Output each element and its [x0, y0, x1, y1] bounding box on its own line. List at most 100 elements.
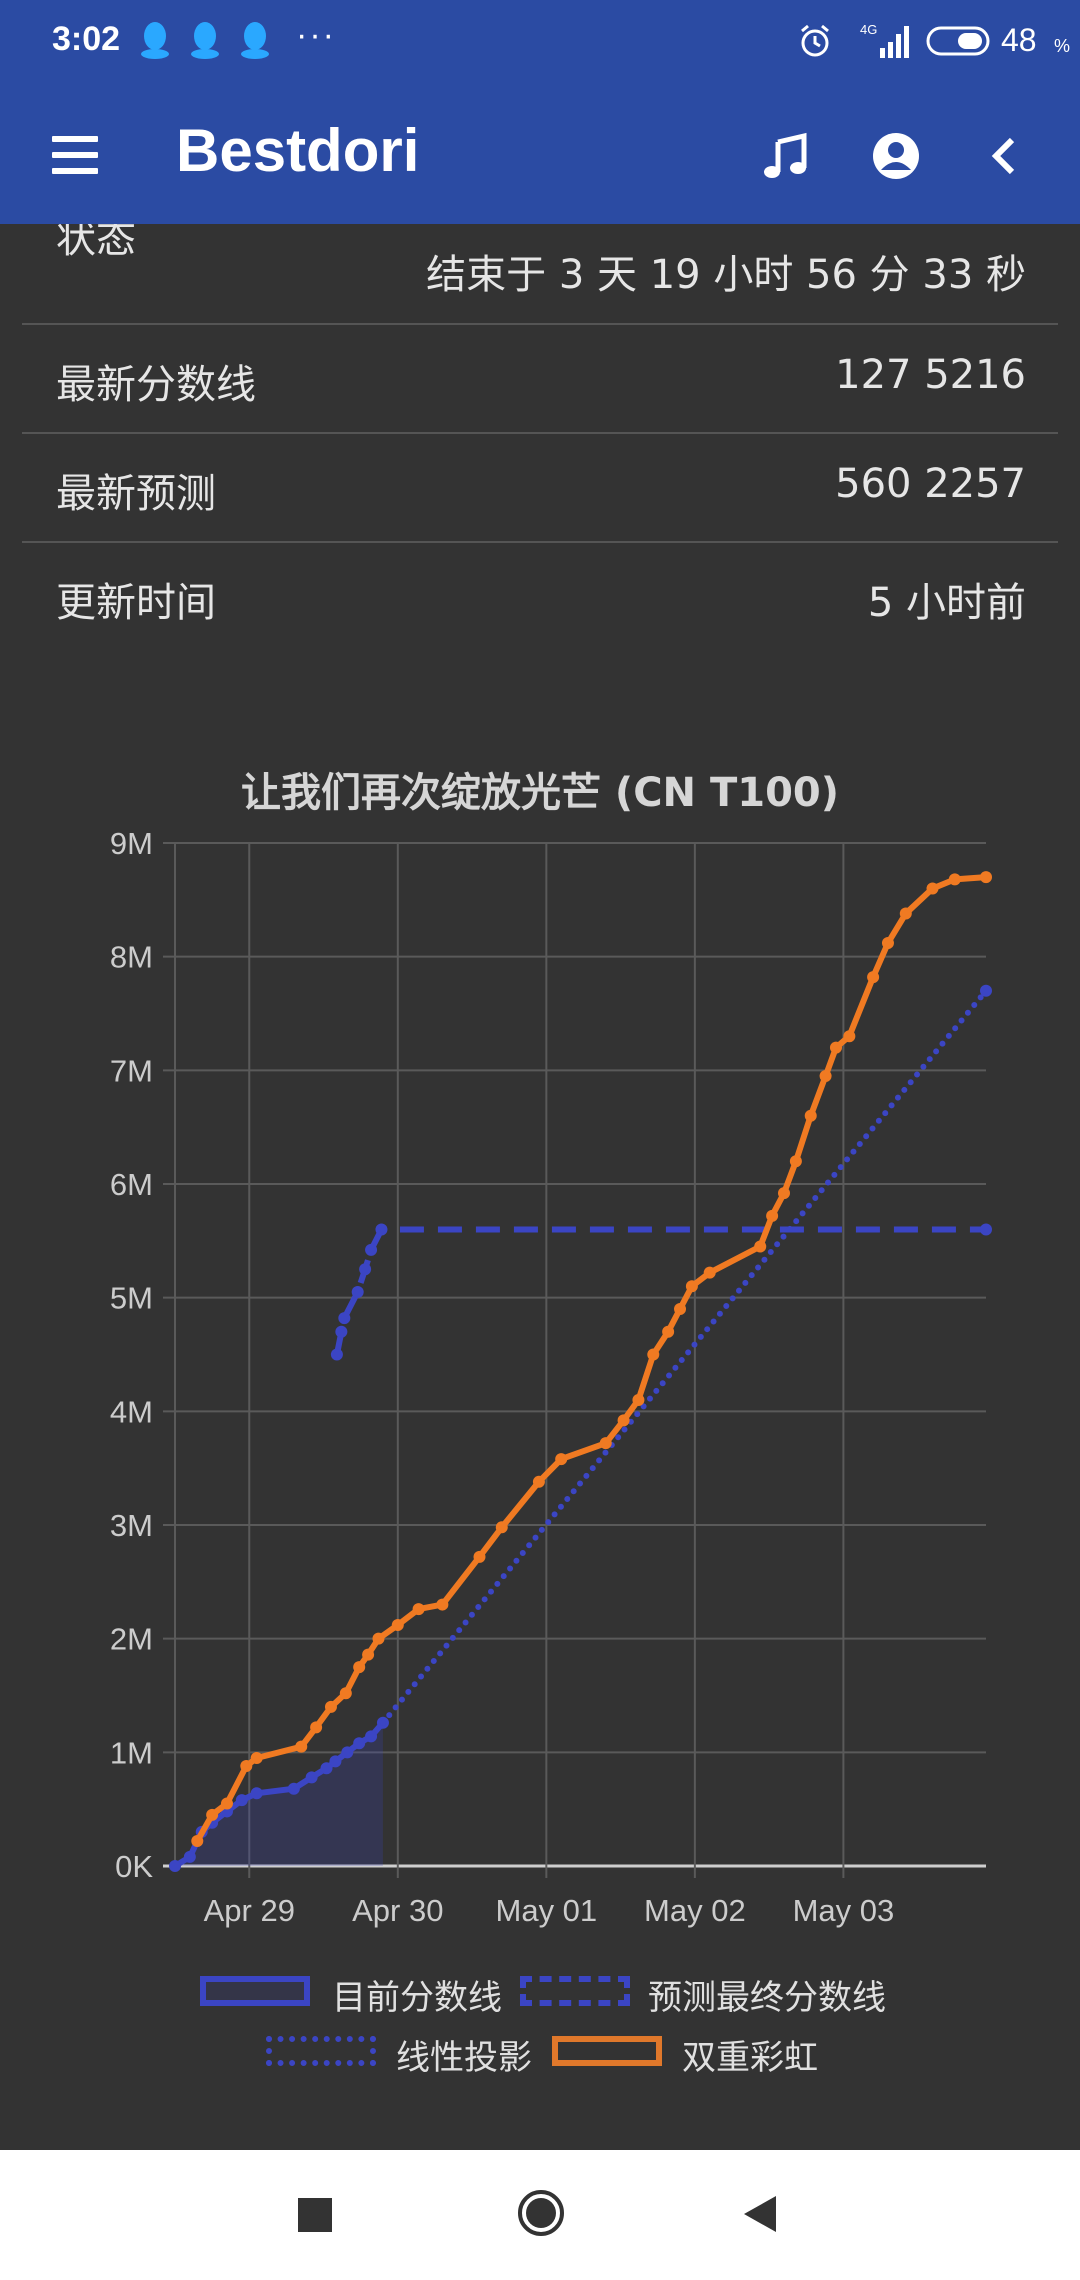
- data-point: [632, 1393, 645, 1406]
- data-point: [206, 1808, 219, 1821]
- back-button[interactable]: [742, 2194, 778, 2234]
- series-line: [194, 874, 989, 1844]
- y-tick-label: 3M: [110, 1508, 153, 1543]
- data-point: [320, 1762, 333, 1775]
- data-point: [980, 984, 992, 997]
- legend-predicted-final[interactable]: 预测最终分数线: [520, 1970, 886, 2018]
- menu-button[interactable]: [52, 136, 98, 174]
- data-point: [495, 1521, 508, 1534]
- data-point: [305, 1771, 318, 1784]
- data-point: [375, 1223, 388, 1236]
- latest-prediction-label: 最新预测: [56, 471, 216, 517]
- data-point: [819, 1070, 832, 1083]
- more-notifications-icon: ···: [296, 16, 336, 54]
- data-point: [617, 1414, 630, 1427]
- cutoff-chart[interactable]: 0K 1M 2M 3M 4M 5M 6M 7M 8M 9M Apr 29 Apr 30 May 01 Ma…: [0, 800, 1080, 1940]
- x-tick-label: Apr 30: [352, 1893, 443, 1928]
- legend-current-cutoff[interactable]: 目前分数线: [200, 1970, 502, 2018]
- legend-swatch: [552, 2036, 662, 2066]
- data-point: [324, 1700, 337, 1713]
- data-point: [351, 1285, 364, 1298]
- latest-prediction-value: 560 2257: [835, 461, 1026, 507]
- legend-swatch: [520, 1976, 630, 2006]
- data-point: [183, 1850, 196, 1863]
- data-point: [250, 1752, 263, 1765]
- data-point: [169, 1860, 181, 1872]
- legend-double-rainbow[interactable]: 双重彩虹: [552, 2030, 818, 2078]
- navigation-bar: [0, 2150, 1080, 2280]
- data-point: [391, 1619, 404, 1632]
- y-tick-label: 5M: [110, 1281, 153, 1316]
- qq-notification-icon: [141, 22, 169, 59]
- svg-text:4G: 4G: [860, 22, 877, 37]
- y-tick-label: 9M: [110, 826, 153, 861]
- data-point: [341, 1746, 354, 1759]
- data-point: [881, 937, 894, 950]
- series-fill-area: [175, 1722, 383, 1866]
- legend-label: 双重彩虹: [682, 2038, 818, 2078]
- legend-swatch: [266, 2036, 376, 2066]
- account-icon[interactable]: [870, 130, 922, 182]
- data-point: [599, 1437, 612, 1450]
- latest-cutoff-value: 127 5216: [835, 352, 1026, 398]
- y-tick-label: 0K: [115, 1849, 153, 1884]
- y-tick-label: 1M: [110, 1735, 153, 1770]
- legend-label: 预测最终分数线: [648, 1978, 886, 2018]
- x-tick-label: May 01: [496, 1893, 598, 1928]
- music-icon[interactable]: [760, 130, 812, 182]
- app-bar: Bestdori: [0, 86, 1080, 224]
- data-point: [555, 1453, 568, 1466]
- data-point: [330, 1348, 343, 1361]
- data-point: [287, 1782, 300, 1795]
- data-point: [235, 1794, 248, 1807]
- data-point: [329, 1755, 342, 1768]
- battery-icon: [926, 26, 990, 56]
- status-label: 状态: [56, 216, 136, 262]
- home-button[interactable]: [516, 2188, 566, 2238]
- series-line: [333, 1226, 986, 1356]
- y-tick-label: 8M: [110, 940, 153, 975]
- divider: [22, 432, 1058, 434]
- data-point: [310, 1721, 323, 1734]
- x-tick-label: Apr 29: [204, 1893, 295, 1928]
- data-point: [335, 1325, 348, 1338]
- latest-cutoff-label: 最新分数线: [56, 362, 256, 408]
- legend-swatch: [200, 1976, 310, 2006]
- data-point: [948, 873, 961, 886]
- status-bar: 3:02 ··· 4G 48 %: [0, 0, 1080, 86]
- app-title: Bestdori: [176, 117, 420, 184]
- data-point: [662, 1325, 675, 1338]
- update-time-value: 5 小时前: [867, 580, 1026, 626]
- chart-title: 让我们再次绽放光芒 (CN T100): [240, 770, 840, 816]
- data-point: [926, 882, 939, 895]
- data-point: [685, 1280, 698, 1293]
- data-point: [436, 1598, 449, 1611]
- status-time: 3:02: [52, 20, 121, 58]
- data-point: [789, 1155, 802, 1168]
- recents-button[interactable]: [298, 2198, 332, 2232]
- data-point: [532, 1475, 545, 1488]
- data-point: [362, 1648, 375, 1661]
- legend-label: 线性投影: [396, 2038, 532, 2078]
- data-point: [703, 1266, 716, 1279]
- battery-unit: %: [1054, 36, 1071, 56]
- data-point: [359, 1263, 372, 1276]
- data-point: [674, 1303, 687, 1316]
- y-tick-label: 7M: [110, 1053, 153, 1088]
- battery-level: 48: [1001, 22, 1037, 58]
- data-point: [829, 1041, 842, 1054]
- update-time-label: 更新时间: [56, 580, 216, 626]
- data-point: [980, 1223, 992, 1236]
- y-tick-label: 2M: [110, 1622, 153, 1657]
- data-point: [191, 1834, 204, 1847]
- series-line: [379, 987, 989, 1726]
- qq-notification-icon: [191, 22, 219, 59]
- chevron-left-icon[interactable]: [986, 134, 1022, 178]
- data-point: [412, 1603, 425, 1616]
- data-point: [250, 1787, 263, 1800]
- status-value: 结束于 3 天 19 小时 56 分 33 秒: [426, 252, 1026, 298]
- data-point: [353, 1737, 366, 1750]
- alarm-icon: [801, 24, 829, 57]
- legend-linear-projection[interactable]: 线性投影: [266, 2030, 532, 2078]
- data-point: [338, 1312, 351, 1325]
